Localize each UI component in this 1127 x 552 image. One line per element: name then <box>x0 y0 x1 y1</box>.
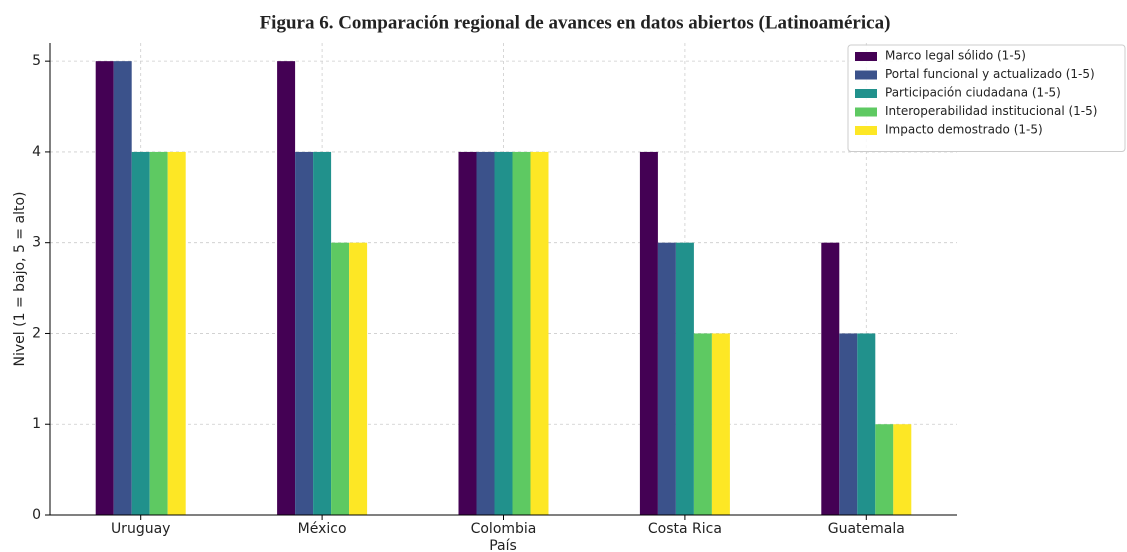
bar <box>458 151 477 515</box>
legend-swatch <box>855 89 877 98</box>
bar <box>113 61 132 516</box>
bar <box>893 424 912 515</box>
x-axis-label: País <box>489 538 517 552</box>
y-tick-label: 5 <box>32 53 41 69</box>
legend-label: Participación ciudadana (1-5) <box>885 86 1061 100</box>
x-tick-label: México <box>298 521 347 537</box>
legend-box <box>847 44 1126 152</box>
legend-label: Impacto demostrado (1-5) <box>885 123 1043 137</box>
legend-label: Marco legal sólido (1-5) <box>885 49 1026 63</box>
bar <box>839 333 858 515</box>
y-tick-label: 3 <box>32 235 41 251</box>
bar <box>476 151 495 515</box>
y-tick-label: 1 <box>32 416 41 432</box>
legend-swatch <box>855 70 877 80</box>
bar <box>331 242 350 515</box>
bar <box>675 242 694 515</box>
legend-swatch <box>855 107 877 117</box>
bar <box>693 333 712 515</box>
bar <box>494 151 513 515</box>
x-tick-label: Uruguay <box>111 521 171 537</box>
y-tick-label: 0 <box>32 507 41 523</box>
bar <box>295 151 314 515</box>
bar <box>857 333 876 515</box>
y-tick-label: 4 <box>32 144 41 160</box>
legend-swatch <box>855 126 877 135</box>
bar <box>639 151 658 515</box>
bar <box>95 61 114 516</box>
x-tick-label: Costa Rica <box>648 521 722 537</box>
y-axis-label: Nivel (1 = bajo, 5 = alto) <box>12 192 28 367</box>
bar <box>512 151 531 515</box>
bar <box>149 151 168 515</box>
bar <box>657 242 676 515</box>
bar <box>167 151 186 515</box>
bar <box>875 424 894 515</box>
legend-swatch <box>855 52 877 61</box>
y-tick-label: 2 <box>32 325 41 341</box>
bar <box>821 242 840 515</box>
bar <box>131 151 150 515</box>
bar <box>277 61 296 516</box>
x-tick-label: Colombia <box>471 521 537 537</box>
bar <box>711 333 730 515</box>
legend-label: Portal funcional y actualizado (1-5) <box>885 67 1095 81</box>
bar <box>349 242 368 515</box>
legend-label: Interoperabilidad institucional (1-5) <box>885 104 1097 118</box>
chart-title: Figura 6. Comparación regional de avance… <box>260 12 891 33</box>
bar <box>313 151 332 515</box>
bar <box>530 151 549 515</box>
x-tick-label: Guatemala <box>828 521 905 537</box>
